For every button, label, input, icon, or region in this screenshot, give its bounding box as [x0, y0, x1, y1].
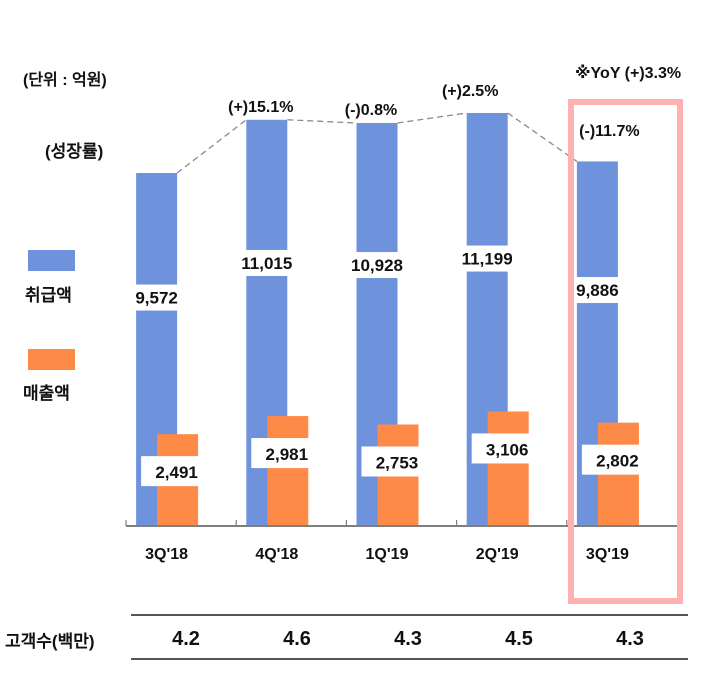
legend-swatch-sales	[28, 349, 75, 370]
data-label-bg	[570, 277, 624, 304]
x-tick-label: 2Q'19	[476, 546, 519, 563]
customers-bottom-rule	[131, 658, 688, 660]
data-label-bg	[240, 249, 294, 276]
customers-value: 4.6	[283, 628, 311, 650]
data-label-transaction: 10,928	[351, 256, 403, 275]
data-label-sales: 2,753	[376, 453, 419, 472]
growth-rate-label: (-)0.8%	[345, 102, 397, 119]
data-label-bg	[471, 433, 544, 464]
data-label-bg	[581, 444, 654, 475]
data-label-transaction: 11,199	[462, 250, 513, 269]
data-label-bg	[141, 456, 214, 487]
customers-value: 4.2	[172, 628, 200, 650]
growth-rate-label: (+)15.1%	[228, 99, 293, 116]
trend-line	[176, 119, 247, 174]
trend-line	[397, 112, 467, 124]
yoy-annotation: ※YoY (+)3.3%	[575, 65, 682, 82]
x-tick-label: 4Q'18	[255, 546, 298, 563]
data-label-bg	[460, 245, 514, 272]
bar-sales	[487, 411, 529, 526]
customers-value: 4.3	[394, 628, 422, 650]
x-tick-label: 3Q'18	[145, 546, 188, 563]
growth-rate-label: (+)2.5%	[442, 83, 498, 100]
trend-line	[507, 112, 578, 162]
x-tick-label: 3Q'19	[586, 546, 629, 563]
legend-label-sales: 매출액	[23, 384, 70, 403]
data-label-transaction: 9,886	[576, 281, 619, 300]
legend-swatch-transaction	[28, 250, 75, 271]
data-label-transaction: 9,572	[135, 289, 178, 308]
data-label-sales: 2,981	[266, 445, 309, 464]
data-label-bg	[350, 252, 404, 279]
customers-value: 4.3	[616, 628, 644, 650]
data-label-transaction: 11,015	[241, 254, 292, 273]
data-label-bg	[361, 446, 434, 477]
growth-rate-label: (성장률)	[45, 142, 104, 161]
growth-rate-label: (-)11.7%	[579, 123, 639, 140]
data-label-sales: 2,802	[596, 452, 639, 471]
customers-value: 4.5	[505, 628, 533, 650]
data-label-bg	[130, 284, 184, 311]
legend-label-transaction: 취급액	[25, 286, 72, 305]
customers-label: 고객수(백만)	[5, 632, 95, 651]
data-label-sales: 3,106	[486, 440, 529, 459]
customers-top-rule	[131, 614, 688, 616]
data-label-bg	[251, 438, 324, 469]
trend-line	[287, 119, 357, 124]
data-label-sales: 2,491	[155, 463, 198, 482]
bar-sales	[267, 416, 309, 526]
highlight-box-3q19	[568, 99, 683, 604]
unit-label: (단위 : 억원)	[23, 72, 107, 89]
x-tick-label: 1Q'19	[366, 546, 409, 563]
